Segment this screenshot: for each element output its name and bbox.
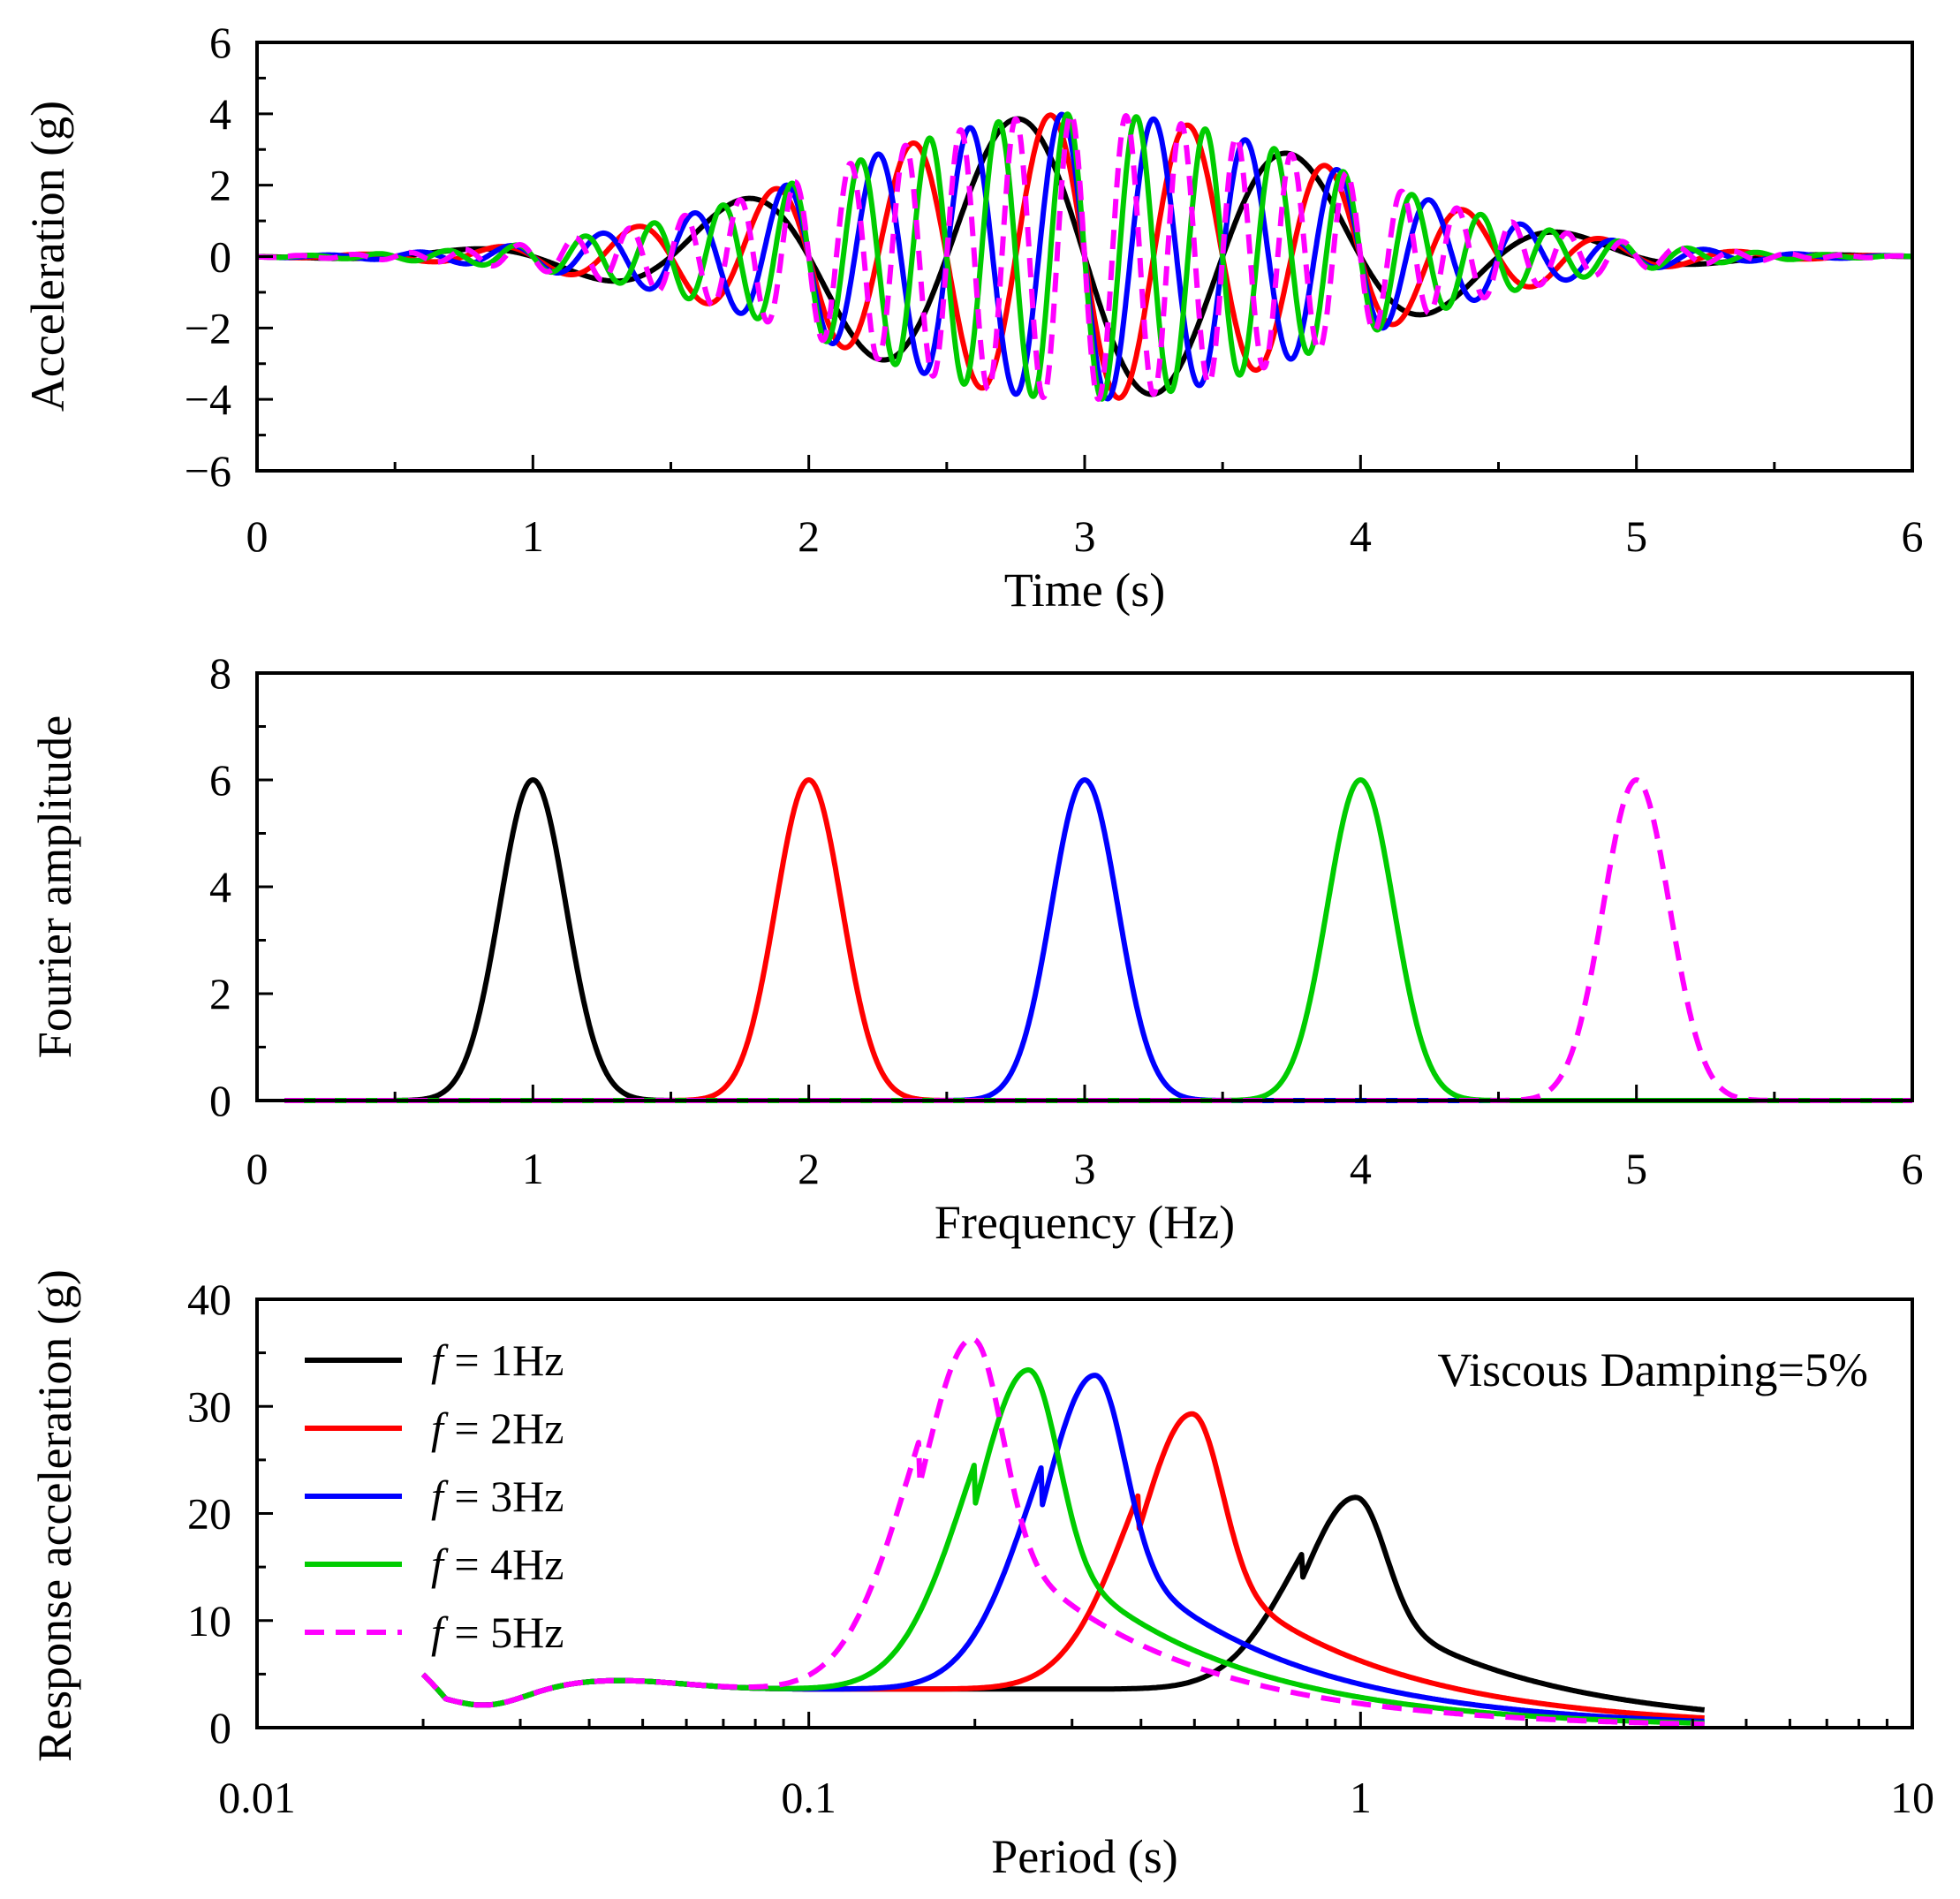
legend-label-suffix: = 5Hz — [443, 1608, 564, 1657]
fourier-line-1hz — [283, 777, 1914, 1103]
x-axis-label: Frequency (Hz) — [935, 1196, 1235, 1249]
tick-label: 10 — [1890, 1773, 1934, 1822]
legend-label-suffix: = 2Hz — [443, 1403, 564, 1453]
legend: f = 1Hz f = 2Hz f = 3Hz f = 4Hz f = 5Hz — [305, 1335, 564, 1657]
tick-label: 6 — [209, 18, 231, 67]
fourier-line-4hz — [283, 777, 1914, 1103]
panel-response-spectrum: 0.01 0.1 1 10 0 10 20 30 40 Period (s) Response … — [28, 1269, 1934, 1883]
tick-label: −2 — [185, 303, 231, 352]
tick-label: 4 — [209, 89, 231, 139]
damping-annotation: Viscous Damping=5% — [1437, 1343, 1868, 1396]
tick-label: 6 — [1902, 1144, 1924, 1193]
legend-label-suffix: = 1Hz — [443, 1335, 564, 1385]
panel-time-history: 0 1 2 3 4 5 6 −6 −4 −2 0 2 4 6 Time (s) Acceleration … — [21, 18, 1924, 617]
tick-label: 2 — [209, 969, 231, 1018]
tick-label: 5 — [1625, 1144, 1647, 1193]
tick-label: 20 — [187, 1489, 231, 1539]
tick-label: 8 — [209, 648, 231, 698]
tick-label: 4 — [209, 862, 231, 912]
tick-label: 4 — [1350, 511, 1372, 561]
legend-label: f = 4Hz — [431, 1540, 564, 1589]
tick-label: 1 — [1350, 1773, 1372, 1822]
legend-label: f = 3Hz — [431, 1472, 564, 1521]
tick-label: 1 — [522, 511, 544, 561]
tick-label: 0 — [246, 1144, 269, 1193]
tick-label: 6 — [1902, 511, 1924, 561]
tick-label: 5 — [1625, 511, 1647, 561]
tick-label: 0 — [209, 232, 231, 282]
tick-label: −4 — [185, 375, 231, 424]
response-line-3hz — [420, 1373, 1706, 1724]
response-line-5hz — [420, 1335, 1706, 1728]
series-line-5hz — [254, 111, 1914, 402]
fourier-ticks: 0 1 2 3 4 5 6 0 2 4 6 8 — [209, 648, 1924, 1193]
legend-label-suffix: = 4Hz — [443, 1540, 564, 1589]
tick-label: 1 — [522, 1144, 544, 1193]
tick-label: 30 — [187, 1381, 231, 1431]
tick-label: 2 — [798, 511, 820, 561]
period-ticks: 0.01 0.1 1 10 0 10 20 30 40 — [187, 1275, 1934, 1822]
fourier-curves — [283, 777, 1914, 1103]
tick-label: 2 — [209, 161, 231, 210]
x-axis-label: Period (s) — [991, 1830, 1177, 1883]
tick-label: 0 — [209, 1703, 231, 1752]
tick-label: 10 — [187, 1596, 231, 1646]
y-axis-label: Response acceleration (g) — [28, 1269, 81, 1762]
tick-label: 2 — [798, 1144, 820, 1193]
x-axis-label: Time (s) — [1004, 564, 1166, 617]
tick-label: 0.1 — [781, 1773, 836, 1822]
tick-label: 6 — [209, 755, 231, 805]
tick-label: −6 — [185, 446, 231, 496]
tick-label: 40 — [187, 1275, 231, 1324]
panel-fourier-spectrum: 0 1 2 3 4 5 6 0 2 4 6 8 Frequency (Hz) Fourier ampl… — [28, 648, 1924, 1249]
y-axis-label: Acceleration (g) — [21, 101, 74, 412]
fourier-line-5hz — [283, 777, 1914, 1103]
time-ticks: 0 1 2 3 4 5 6 −6 −4 −2 0 2 4 6 — [185, 18, 1924, 561]
fourier-line-3hz — [283, 777, 1914, 1103]
fourier-line-2hz — [283, 777, 1914, 1103]
response-curves — [420, 1335, 1706, 1728]
response-line-2hz — [420, 1411, 1706, 1721]
tick-label: 4 — [1350, 1144, 1372, 1193]
y-axis-label: Fourier amplitude — [28, 715, 81, 1058]
tick-label: 3 — [1074, 1144, 1096, 1193]
legend-label-suffix: = 3Hz — [443, 1472, 564, 1521]
tick-label: 0 — [246, 511, 269, 561]
legend-label: f = 1Hz — [431, 1335, 564, 1385]
time-history-curves — [254, 111, 1914, 402]
tick-label: 3 — [1074, 511, 1096, 561]
tick-label: 0.01 — [218, 1773, 296, 1822]
tick-label: 0 — [209, 1076, 231, 1125]
legend-label: f = 5Hz — [431, 1608, 564, 1657]
legend-label: f = 2Hz — [431, 1403, 564, 1453]
